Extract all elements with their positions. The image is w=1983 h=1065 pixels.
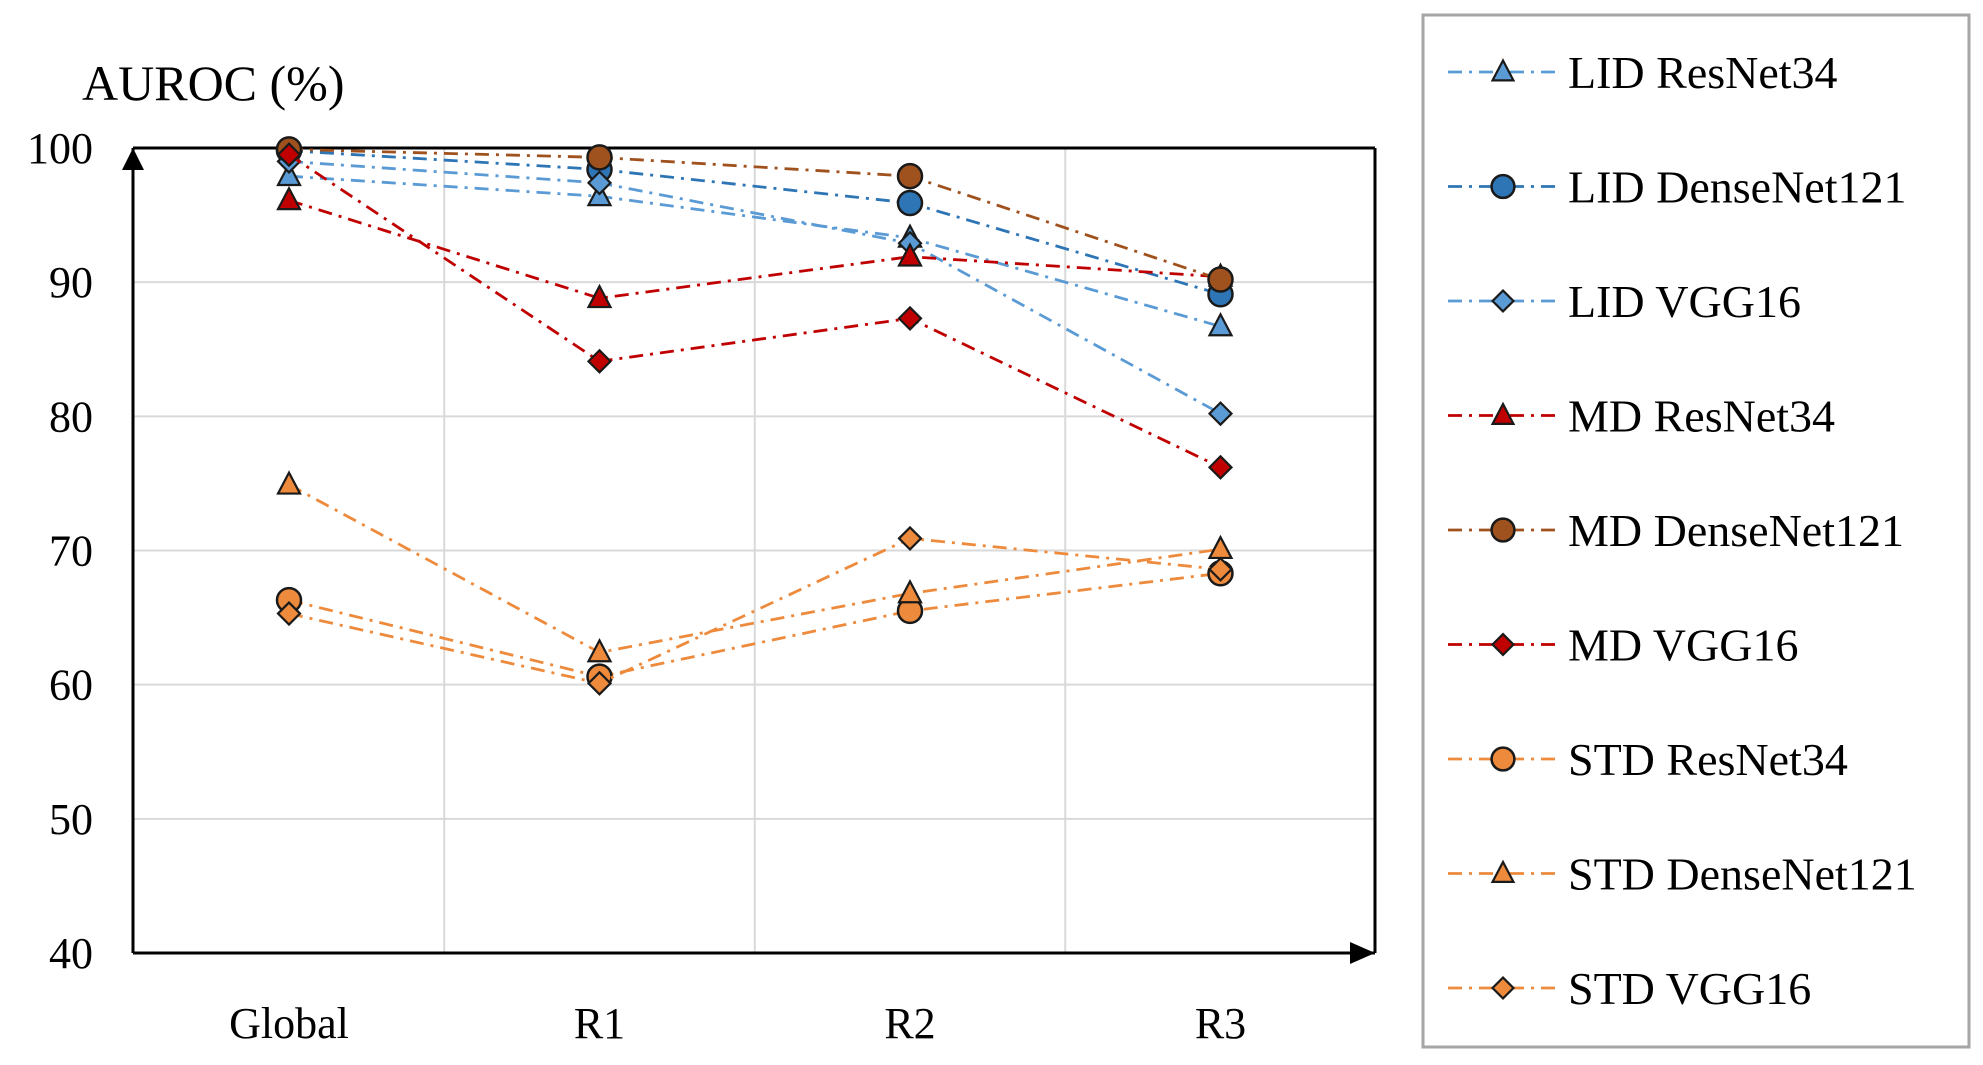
- legend-label: STD DenseNet121: [1568, 849, 1917, 900]
- legend-marker: [1490, 401, 1516, 425]
- data-point-marker: [586, 283, 613, 309]
- legend-item: MD VGG16: [1448, 620, 1798, 671]
- legend-item: LID DenseNet121: [1448, 162, 1907, 213]
- legend-item: MD ResNet34: [1448, 391, 1835, 442]
- legend-marker: [1490, 746, 1516, 772]
- series-line: [288, 198, 1221, 300]
- data-point-marker: [276, 601, 302, 627]
- y-axis-arrow: [122, 148, 144, 170]
- y-tick-label: 70: [49, 527, 93, 576]
- y-tick-label: 40: [49, 929, 93, 978]
- data-point-marker: [896, 189, 924, 217]
- legend-item: STD DenseNet121: [1448, 849, 1917, 900]
- x-axis-arrow: [1350, 942, 1375, 964]
- data-point-marker: [897, 242, 923, 267]
- legend-marker: [1490, 288, 1516, 314]
- data-point-marker: [1207, 266, 1234, 293]
- series-line: [288, 174, 1221, 328]
- legend-marker: [1490, 517, 1516, 543]
- gridlines: [133, 147, 1375, 953]
- legend-label: MD VGG16: [1568, 620, 1798, 671]
- x-tick-label: R1: [574, 999, 625, 1048]
- data-point-marker: [896, 162, 924, 190]
- series-line: [288, 153, 1222, 469]
- series-line: [288, 149, 1221, 296]
- y-tick-label: 50: [49, 795, 93, 844]
- x-tick-label: R2: [884, 999, 935, 1048]
- data-point-marker: [897, 578, 923, 604]
- y-tick-labels: 40 50 60 70 80 90 100: [27, 124, 93, 978]
- data-point-marker: [1207, 454, 1234, 480]
- data-point-marker: [586, 144, 613, 171]
- data-point-marker: [1207, 556, 1234, 582]
- data-point-marker: [586, 170, 613, 196]
- legend-label: STD ResNet34: [1568, 734, 1848, 785]
- data-point-marker: [1207, 401, 1234, 427]
- data-point-marker: [1207, 534, 1234, 560]
- data-point-marker: [586, 348, 613, 374]
- data-point-marker: [276, 161, 302, 187]
- series-md-vgg16: [276, 142, 1234, 480]
- data-point-marker: [276, 185, 302, 211]
- data-point-marker: [276, 470, 302, 495]
- data-point-marker: [1207, 311, 1234, 337]
- axes: [122, 146, 1377, 964]
- data-point-marker: [586, 638, 613, 663]
- legend-item: LID VGG16: [1448, 276, 1801, 327]
- legend-item: LID ResNet34: [1448, 47, 1838, 98]
- y-tick-label: 100: [27, 124, 93, 173]
- x-tick-labels: Global R1 R2 R3: [229, 999, 1246, 1048]
- legend-label: MD ResNet34: [1568, 391, 1835, 442]
- data-point-marker: [897, 305, 923, 331]
- series-std-densenet121: [276, 470, 1234, 663]
- legend-marker: [1490, 173, 1516, 200]
- legend-marker: [1490, 58, 1516, 82]
- legend: LID ResNet34 LID DenseNet121 LID VGG16 MD R…: [1421, 13, 1971, 1049]
- legend-marker: [1490, 859, 1516, 883]
- y-tick-label: 60: [49, 661, 93, 710]
- legend-label: STD VGG16: [1568, 963, 1811, 1014]
- legend-item: STD VGG16: [1448, 963, 1811, 1014]
- data-point-marker: [897, 525, 923, 551]
- legend-label: LID VGG16: [1568, 276, 1801, 327]
- x-tick-label: R3: [1195, 999, 1246, 1048]
- x-tick-label: Global: [229, 999, 349, 1048]
- y-axis-title: AUROC (%): [82, 55, 344, 111]
- series-line: [288, 571, 1221, 679]
- legend-label: MD DenseNet121: [1568, 505, 1904, 556]
- y-tick-label: 90: [49, 258, 93, 307]
- series-line: [288, 147, 1221, 281]
- series-line: [288, 536, 1221, 685]
- data-point-marker: [586, 670, 613, 696]
- data-point-marker: [276, 142, 302, 168]
- series-line: [288, 483, 1221, 654]
- legend-label: LID DenseNet121: [1568, 162, 1907, 213]
- legend-marker: [1490, 632, 1516, 657]
- series-line: [288, 160, 1222, 415]
- legend-label: LID ResNet34: [1568, 47, 1838, 98]
- series-lines: [275, 136, 1234, 696]
- legend-marker: [1490, 975, 1516, 1001]
- legend-item: MD DenseNet121: [1448, 505, 1904, 556]
- legend-item: STD ResNet34: [1448, 734, 1848, 785]
- series-std-vgg16: [276, 525, 1234, 696]
- y-tick-label: 80: [49, 392, 93, 441]
- series-md-densenet121: [275, 136, 1234, 293]
